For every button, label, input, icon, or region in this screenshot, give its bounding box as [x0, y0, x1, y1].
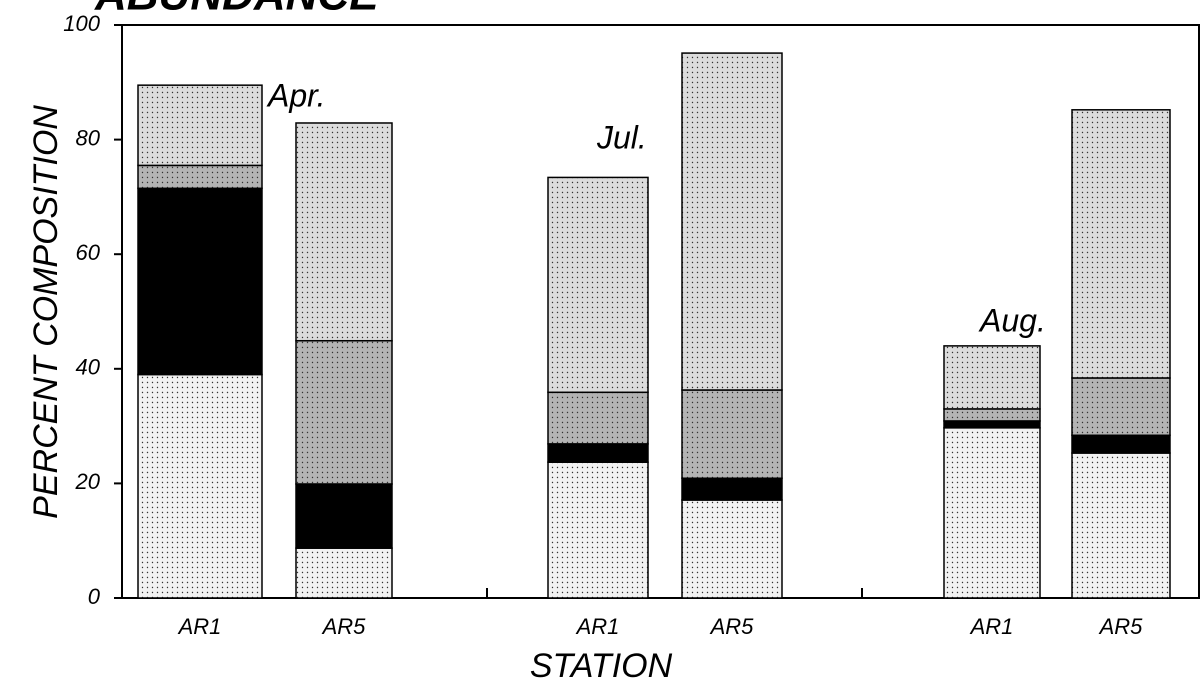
bar-segment — [547, 443, 649, 463]
y-axis-label: PERCENT COMPOSITION — [27, 105, 65, 519]
x-tick-label: AR1 — [177, 614, 222, 639]
plot-frame — [121, 24, 1200, 599]
bar-segment — [681, 389, 783, 479]
bar-segment — [943, 408, 1041, 422]
y-tick-label: 60 — [76, 240, 101, 265]
y-tick-label: 0 — [88, 584, 101, 609]
bar-segment — [137, 187, 263, 376]
bar-segment — [1071, 434, 1171, 454]
bar-segment — [137, 373, 263, 599]
bar-segment — [547, 461, 649, 599]
bar-segment — [295, 547, 393, 599]
y-tick-label: 80 — [76, 125, 101, 150]
bar-segment — [1071, 452, 1171, 599]
x-tick-label: AR1 — [575, 614, 620, 639]
bar-segment — [943, 427, 1041, 599]
bar-segment — [137, 164, 263, 190]
bar-segment — [547, 391, 649, 445]
bar-segment — [1071, 109, 1171, 379]
bar-segment — [943, 420, 1041, 429]
y-tick-label: 20 — [75, 469, 101, 494]
x-tick-label: AR5 — [321, 614, 367, 639]
bar-segment — [943, 345, 1041, 410]
bar-segment — [1071, 377, 1171, 437]
x-tick-label: AR1 — [969, 614, 1014, 639]
bar-segment — [681, 52, 783, 391]
x-tick-label: AR5 — [1098, 614, 1144, 639]
annotation: Jul. — [596, 119, 647, 155]
bar-segment — [547, 176, 649, 394]
x-axis-label: STATION — [530, 647, 673, 685]
y-tick-label: 40 — [76, 355, 101, 380]
bar-segment — [295, 339, 393, 485]
bar-segment — [295, 483, 393, 549]
annotation: Apr. — [266, 77, 326, 113]
bar-segment — [295, 122, 393, 342]
y-tick-label: 100 — [63, 11, 100, 36]
bar-segment — [681, 499, 783, 599]
chart-title: ABUNDANCE — [94, 0, 380, 20]
x-tick-label: AR5 — [709, 614, 755, 639]
bar-segment — [681, 477, 783, 501]
bar-segment — [137, 84, 263, 167]
annotation: Aug. — [978, 302, 1046, 338]
